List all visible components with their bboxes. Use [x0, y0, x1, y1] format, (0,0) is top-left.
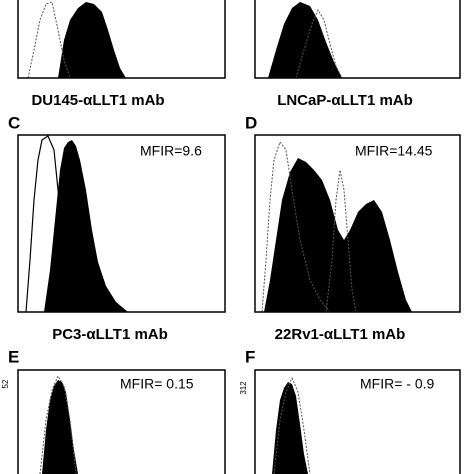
histogram [272, 382, 308, 474]
axis-label: 52 [1, 379, 10, 388]
plot-frame [17, 0, 226, 79]
panel-d: MFIR=14.45 [254, 134, 461, 313]
control-curve [273, 376, 311, 474]
control-curve [39, 374, 77, 474]
plot-frame [254, 134, 461, 313]
mfir-label: MFIR=14.45 [355, 143, 433, 159]
panel-letter: C [8, 113, 20, 132]
histogram [268, 2, 342, 78]
panel-caption: LNCaP-αLLT1 mAb [277, 92, 413, 109]
panel-c: MFIR=9.6 [17, 134, 226, 313]
panel-e: 52 MFIR= 0.15 [1, 369, 226, 474]
panel-letter: F [245, 347, 255, 366]
control-curve [261, 140, 331, 313]
panel-caption: 22Rv1-αLLT1 mAb [275, 326, 406, 343]
histogram [58, 2, 126, 78]
panel-letter: D [245, 113, 257, 132]
panel-a [17, 0, 226, 79]
mfir-label: MFIR= 0.15 [120, 376, 194, 392]
axis-label: 312 [239, 381, 248, 395]
histogram [44, 140, 128, 312]
plot-frame [254, 0, 461, 79]
plot-frame [17, 134, 226, 313]
plot-frame [17, 369, 226, 474]
histogram [42, 380, 78, 474]
panel-caption: PC3-αLLT1 mAb [52, 326, 168, 343]
panel-f: 312 MFIR= - 0.9 [239, 369, 461, 474]
histogram [264, 158, 412, 312]
panel-letter: E [8, 347, 19, 366]
panel-caption: DU145-αLLT1 mAb [31, 92, 164, 109]
mfir-label: MFIR=9.6 [140, 143, 202, 159]
control-curve [27, 1, 71, 79]
panel-b [254, 0, 461, 79]
plot-frame [254, 369, 461, 474]
mfir-label: MFIR= - 0.9 [360, 376, 435, 392]
control-curve [295, 8, 343, 79]
